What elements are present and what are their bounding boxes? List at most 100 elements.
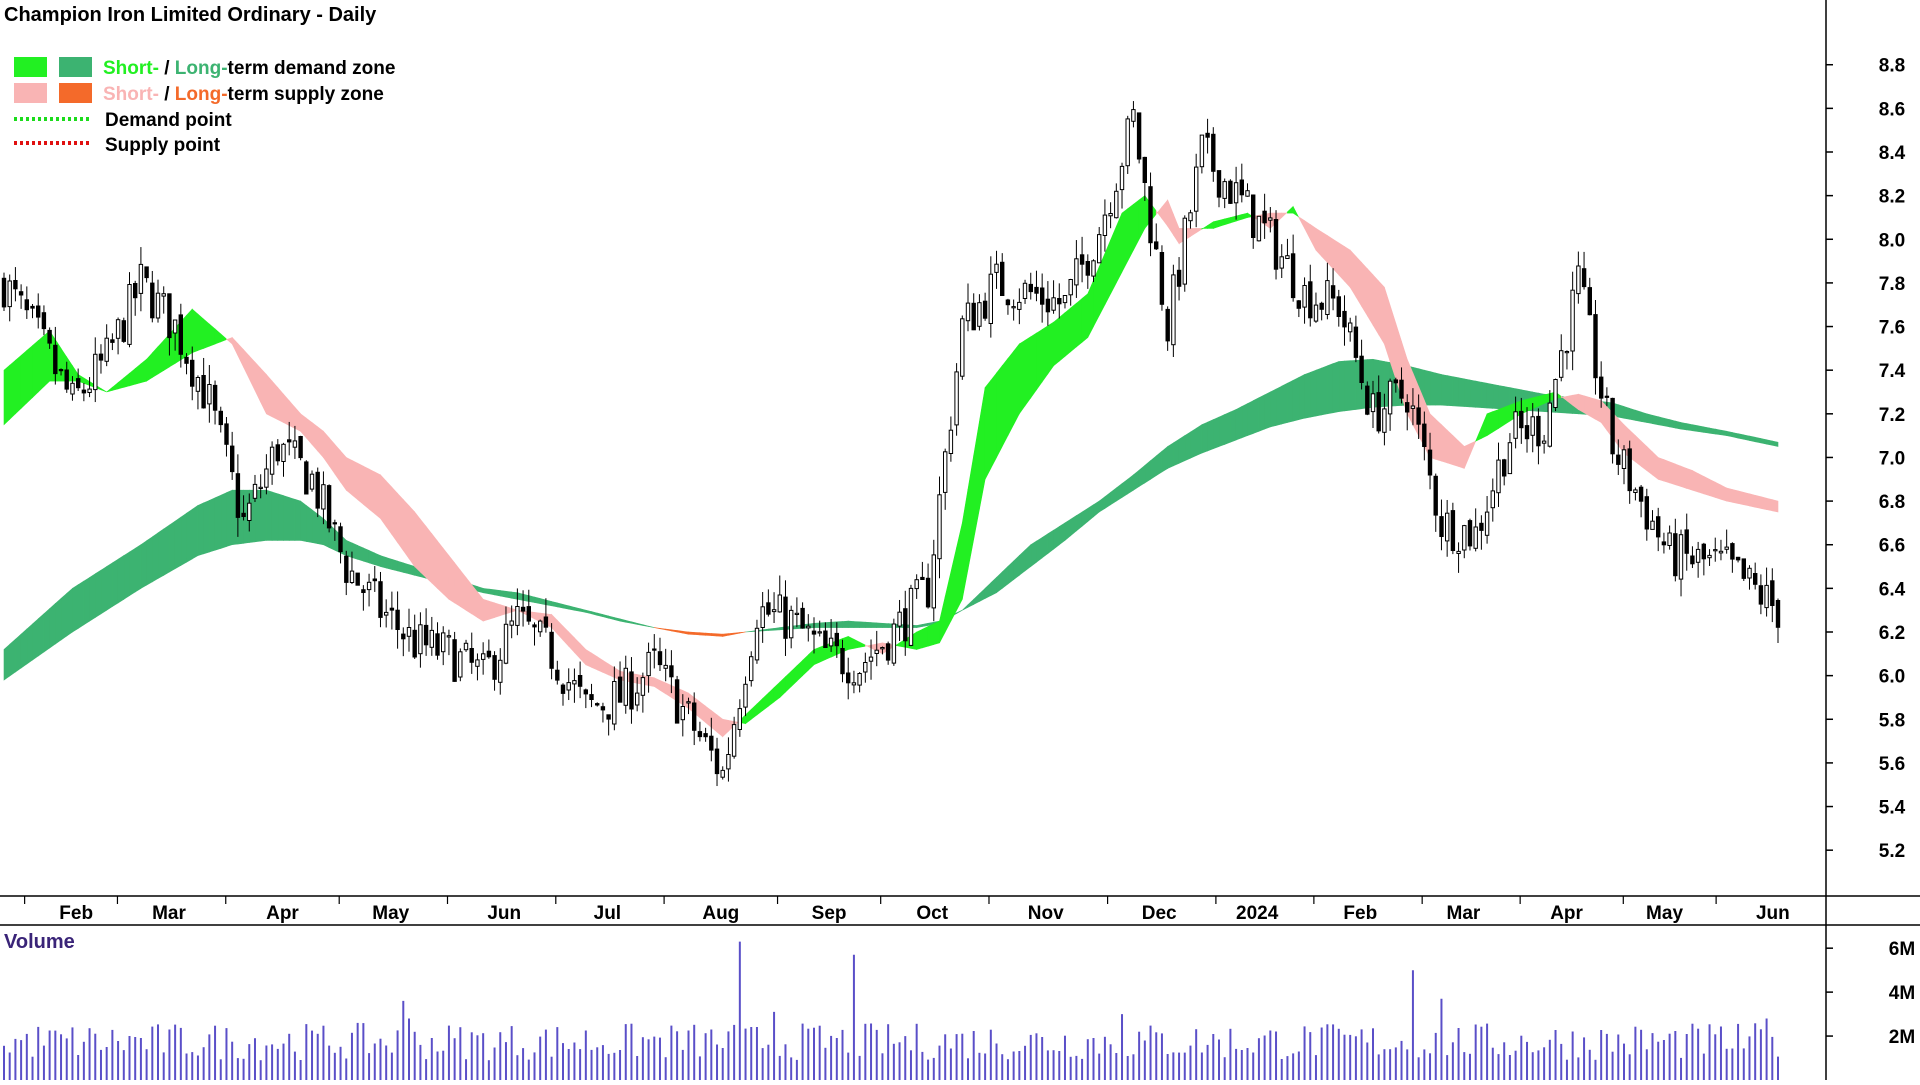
candle-up — [207, 384, 212, 405]
short-term-zone-segment — [648, 676, 655, 687]
candle-up — [1445, 512, 1450, 542]
candle-up — [1387, 380, 1393, 415]
long-term-zone-segment — [1772, 440, 1779, 447]
volume-tick-label: 4M — [1889, 983, 1915, 1004]
candle-down — [543, 616, 549, 628]
candle-down — [76, 378, 81, 389]
candle-up — [1062, 295, 1068, 304]
long-term-zone-segment — [956, 609, 963, 615]
short-term-zone-segment — [1635, 434, 1642, 467]
candle-down — [766, 602, 771, 615]
candle-up — [1114, 190, 1119, 219]
candle-up — [309, 473, 315, 490]
candle-down — [1273, 219, 1279, 270]
candle-up — [1513, 411, 1518, 439]
candle-up — [1496, 459, 1501, 494]
candle-down — [1393, 379, 1398, 384]
candle-down — [184, 356, 189, 364]
candle-up — [1325, 280, 1330, 316]
long-term-zone-segment — [1424, 369, 1431, 406]
candle-down — [24, 299, 30, 311]
candle-up — [771, 609, 777, 613]
candle-up — [1541, 440, 1547, 444]
candle-up — [635, 692, 640, 706]
volume-bars — [3, 941, 1779, 1080]
x-tick-label: Apr — [1550, 903, 1583, 924]
candle-down — [1536, 415, 1541, 447]
short-term-zone-segment — [397, 492, 404, 552]
short-term-zone-segment — [203, 318, 210, 349]
candle-down — [1262, 210, 1267, 224]
long-term-zone-segment — [499, 590, 507, 598]
candle-down — [212, 384, 218, 411]
long-term-zone-segment — [1766, 439, 1773, 446]
candle-up — [914, 579, 919, 590]
long-term-zone-segment — [1292, 377, 1300, 422]
short-term-zone-segment — [368, 468, 376, 515]
candle-down — [1296, 300, 1301, 309]
candle-down — [1467, 520, 1473, 547]
candle-down — [1519, 410, 1524, 429]
long-term-zone-segment — [385, 557, 393, 570]
long-term-zone-segment — [72, 584, 79, 633]
long-term-zone-segment — [710, 633, 718, 637]
candle-down — [657, 651, 663, 666]
candle-up — [623, 667, 628, 706]
short-term-zone-segment — [1669, 461, 1676, 486]
candle-up — [1302, 285, 1307, 308]
candle-up — [1713, 549, 1718, 552]
candle-down — [1136, 112, 1142, 160]
short-term-zone-segment — [1036, 328, 1043, 391]
candle-down — [1359, 355, 1364, 384]
candle-down — [606, 714, 611, 720]
short-term-zone-segment — [1703, 475, 1710, 497]
short-term-zone-segment — [1583, 395, 1591, 417]
long-term-zone-segment — [1720, 429, 1727, 436]
short-term-zone-segment — [1121, 208, 1128, 273]
candle-up — [281, 443, 286, 462]
candle-down — [98, 353, 104, 361]
long-term-zone-segment — [773, 627, 781, 631]
candle-down — [338, 526, 343, 553]
candle-up — [777, 594, 782, 613]
long-term-zone-segment — [1264, 391, 1271, 430]
long-term-zone-segment — [1178, 435, 1186, 464]
candle-up — [720, 769, 725, 778]
long-term-zone-segment — [49, 602, 56, 649]
short-term-zone-segment — [1715, 481, 1722, 500]
candle-down — [241, 512, 246, 517]
short-term-zone-segment — [266, 373, 273, 418]
long-term-zone-segment — [37, 613, 45, 657]
long-term-zone-segment — [186, 508, 193, 563]
short-term-zone-segment — [1367, 267, 1374, 327]
long-term-zone-segment — [1321, 365, 1328, 416]
short-term-zone-segment — [20, 349, 28, 410]
candle-up — [686, 701, 691, 704]
short-term-zone-segment — [1578, 393, 1585, 414]
candle-down — [1142, 156, 1147, 183]
candle-up — [828, 637, 834, 647]
candle-up — [943, 451, 948, 493]
long-term-zone-segment — [1310, 369, 1317, 418]
candle-down — [811, 630, 817, 635]
candle-up — [1667, 532, 1672, 546]
long-term-zone-segment — [830, 621, 838, 628]
candle-down — [1684, 529, 1689, 554]
candle-down — [18, 291, 24, 296]
short-term-zone-segment — [990, 372, 997, 469]
long-term-zone-segment — [847, 620, 855, 628]
candle-down — [1627, 448, 1632, 492]
candle-down — [81, 389, 87, 394]
long-term-zone-segment — [357, 545, 364, 562]
long-term-zone-segment — [699, 632, 706, 636]
short-term-zone-segment — [1435, 418, 1442, 462]
candle-up — [1764, 584, 1769, 609]
long-term-zone-segment — [169, 520, 176, 573]
legend-demand-zone-label: Short- / Long-term demand zone — [103, 58, 395, 79]
candle-down — [1616, 454, 1621, 465]
candle-up — [1456, 550, 1461, 555]
candle-up — [195, 377, 201, 392]
short-term-zone-segment — [916, 628, 923, 650]
short-term-zone-segment — [425, 525, 433, 584]
short-term-zone-segment — [1327, 235, 1334, 270]
